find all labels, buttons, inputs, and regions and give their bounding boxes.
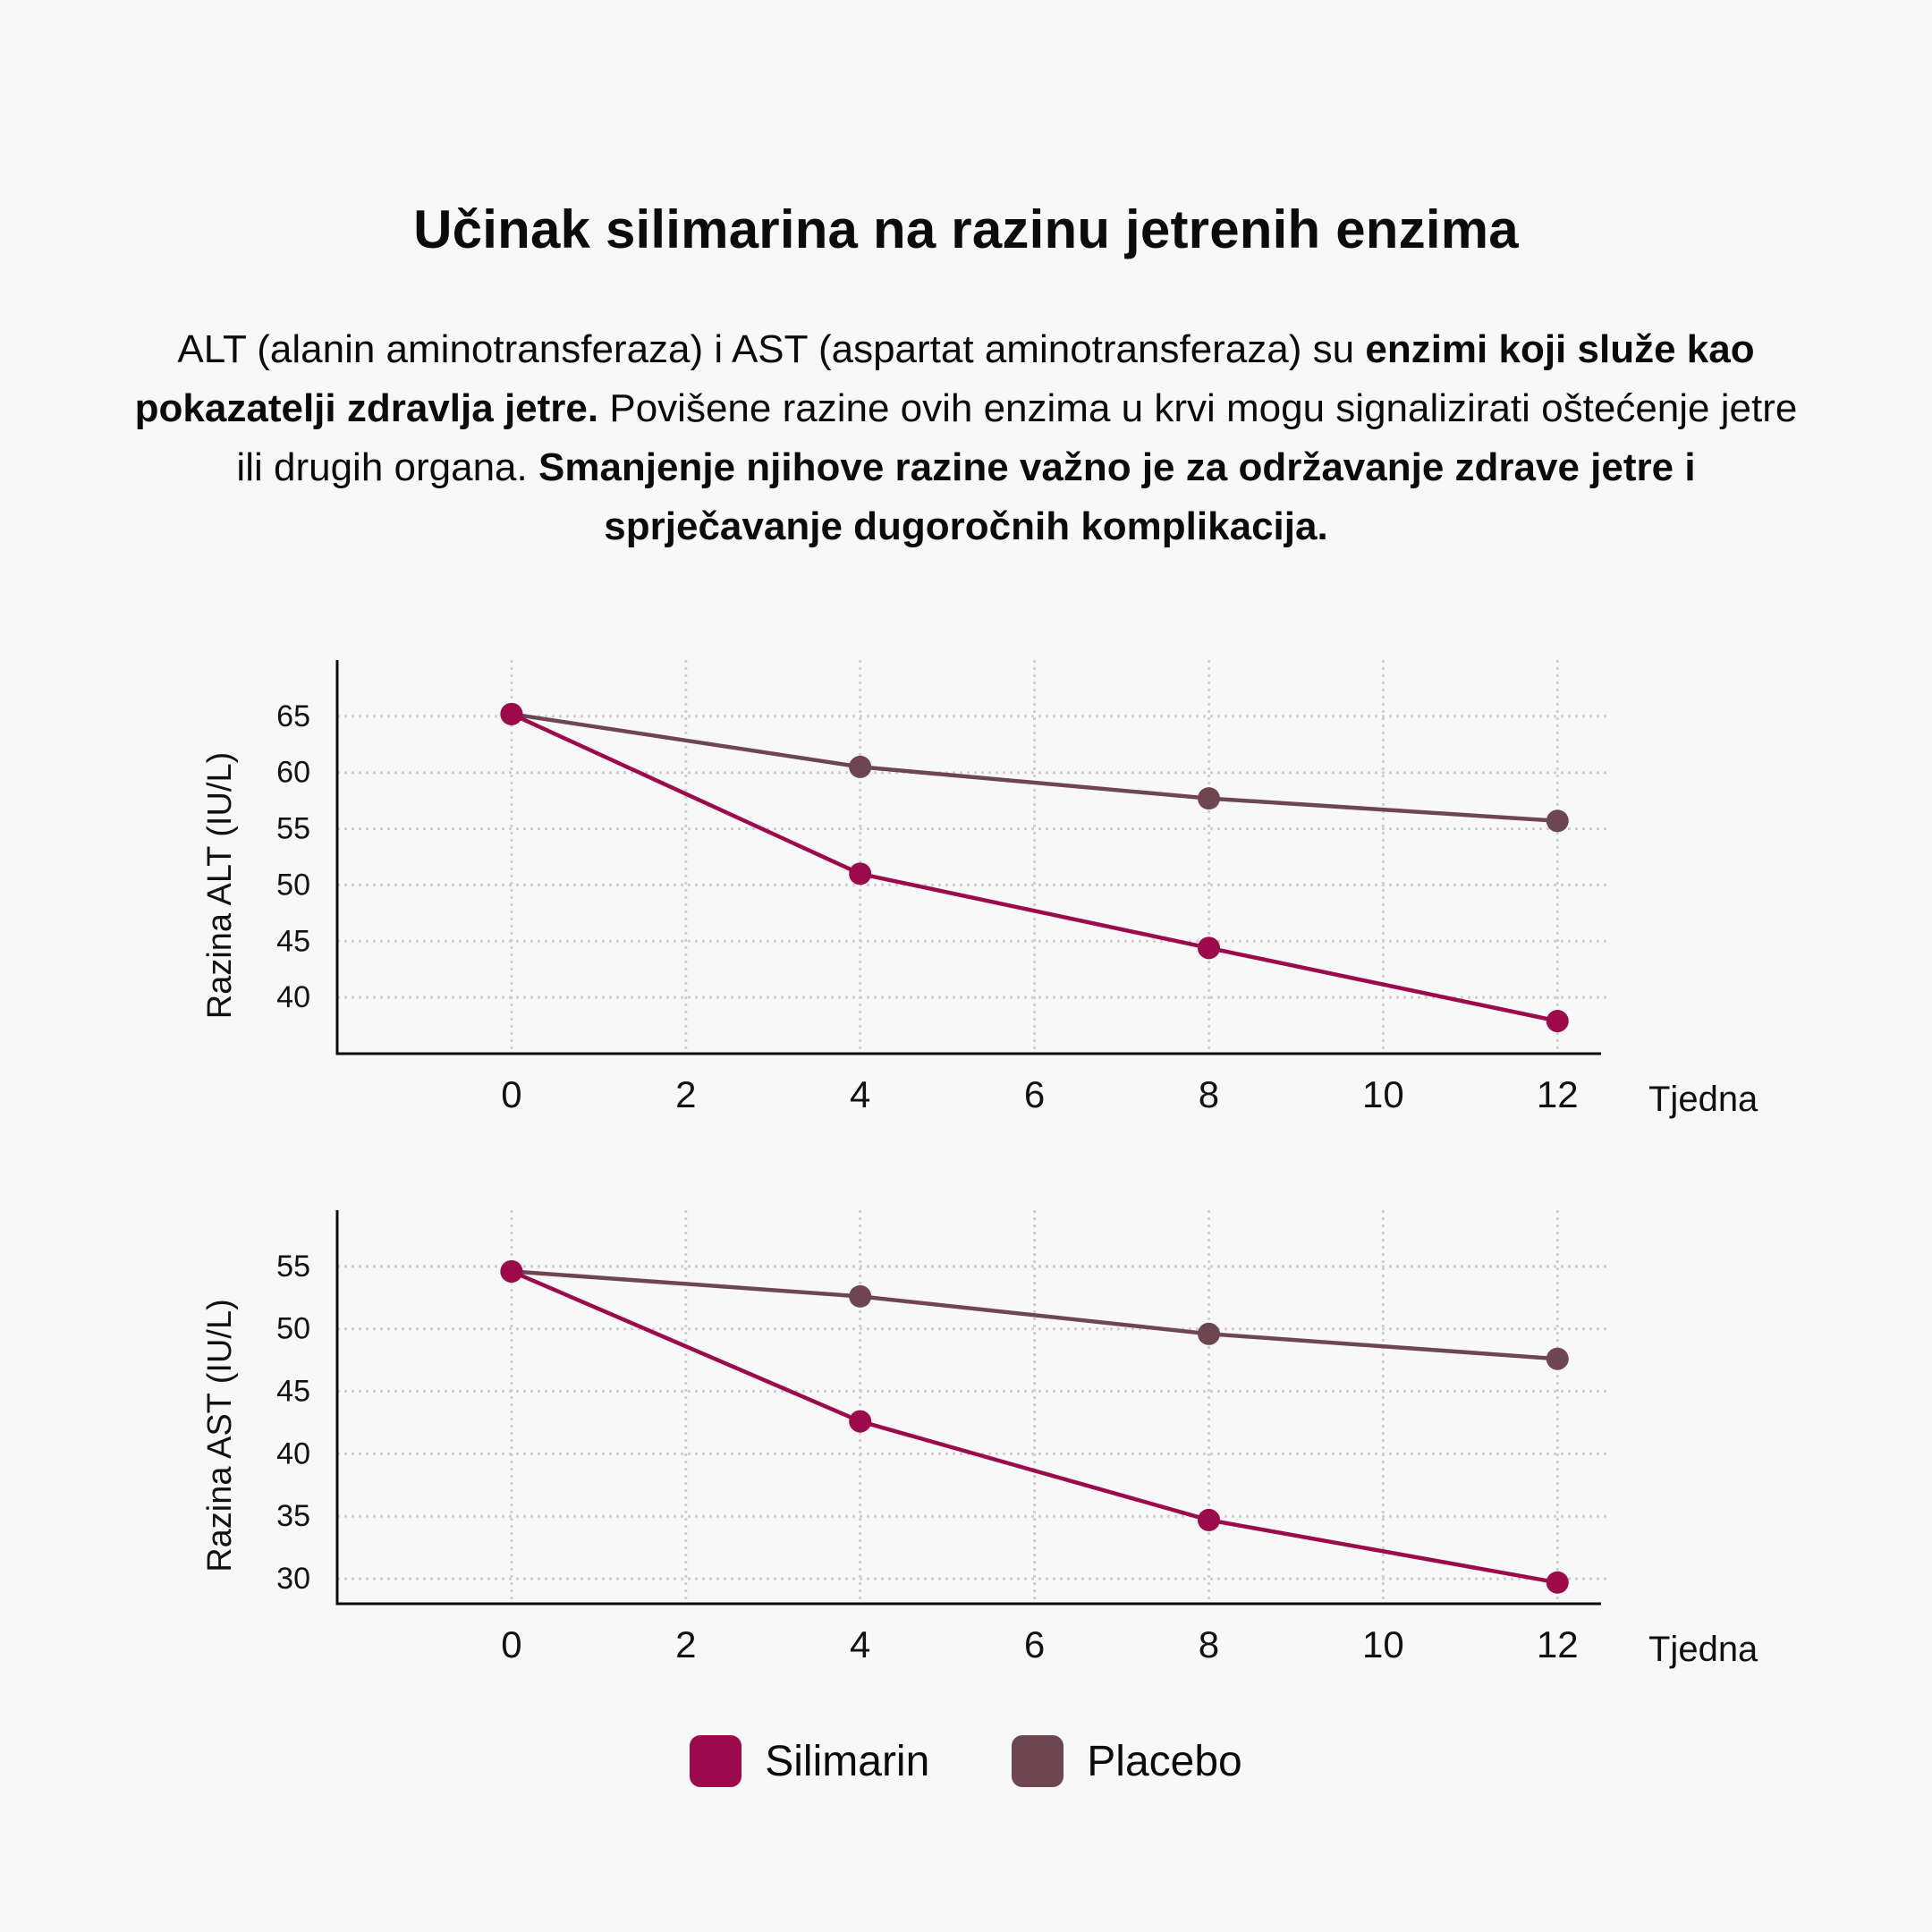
- alt-point-silimarin-week-0: [500, 702, 523, 725]
- ast-xtick-label: 6: [1024, 1623, 1045, 1665]
- page-title: Učinak silimarina na razinu jetrenih enz…: [413, 199, 1519, 259]
- intro-bold-part-1: enzimi koji služe kao pokazatelji zdravl…: [134, 327, 1755, 430]
- alt-ytick-label: 50: [276, 868, 310, 902]
- ast-ytick-label: 50: [276, 1312, 310, 1346]
- alt-xtick-label: 0: [501, 1073, 521, 1115]
- alt-x-axis-label: Tjedna: [1648, 1080, 1758, 1119]
- alt-xtick-label: 6: [1024, 1073, 1045, 1115]
- ast-point-placebo-week-12: [1546, 1347, 1569, 1370]
- alt-xtick-label: 2: [675, 1073, 696, 1115]
- legend-item-silimarin: Silimarin: [690, 1735, 929, 1787]
- alt-xtick-label: 8: [1199, 1073, 1219, 1115]
- ast-point-placebo-week-8: [1197, 1322, 1220, 1345]
- alt-line-silimarin: [510, 712, 1558, 1023]
- alt-ytick-label: 55: [276, 812, 310, 846]
- alt-point-silimarin-week-4: [849, 862, 872, 886]
- alt-ytick-label: 60: [276, 756, 310, 790]
- alt-chart: 40 45 50 55 60 65 0 2 4 6 8 10 12 Tjedna Razina ALT (I…: [201, 660, 1758, 1119]
- intro-text-part-2: Povišene razine ovih enzima u krvi mogu …: [236, 386, 1798, 489]
- legend-label-silimarin: Silimarin: [765, 1737, 930, 1785]
- alt-xtick-label: 10: [1362, 1073, 1404, 1115]
- alt-point-placebo-week-8: [1197, 787, 1220, 810]
- ast-xtick-label: 8: [1199, 1623, 1219, 1665]
- ast-xtick-label: 10: [1362, 1623, 1404, 1665]
- alt-point-silimarin-week-12: [1546, 1010, 1569, 1033]
- alt-ytick-label: 45: [276, 924, 310, 958]
- ast-ytick-label: 45: [276, 1375, 310, 1409]
- intro-text: ALT (alanin aminotransferaza) i AST (asp…: [116, 320, 1816, 556]
- ast-point-silimarin-week-12: [1546, 1571, 1569, 1594]
- intro-text-part-1: ALT (alanin aminotransferaza) i AST (asp…: [177, 327, 1366, 371]
- legend-item-placebo: Placebo: [1012, 1735, 1242, 1787]
- ast-ytick-label: 40: [276, 1436, 310, 1470]
- alt-ytick-label: 40: [276, 980, 310, 1014]
- ast-xtick-label: 12: [1537, 1623, 1579, 1665]
- legend-swatch-placebo: [1012, 1735, 1064, 1787]
- ast-point-silimarin-week-8: [1197, 1508, 1220, 1531]
- ast-line-silimarin: [511, 1269, 1558, 1585]
- alt-point-placebo-week-4: [849, 755, 872, 778]
- alt-xtick-label: 12: [1537, 1073, 1579, 1115]
- alt-xtick-label: 4: [850, 1073, 870, 1115]
- ast-point-placebo-week-4: [849, 1284, 872, 1308]
- ast-ytick-label: 35: [276, 1499, 310, 1533]
- ast-point-silimarin-week-4: [849, 1410, 872, 1433]
- alt-line-placebo: [511, 712, 1558, 824]
- intro-bold-part-2: Smanjenje njihove razine važno je za odr…: [538, 445, 1696, 548]
- ast-y-axis-label: Razina AST (IU/L): [201, 1299, 239, 1572]
- ast-xtick-label: 0: [501, 1623, 521, 1665]
- legend-swatch-silimarin: [690, 1735, 742, 1787]
- ast-ytick-label: 30: [276, 1562, 310, 1596]
- alt-ytick-label: 65: [276, 699, 310, 733]
- legend: Silimarin Placebo: [0, 1735, 1932, 1787]
- alt-y-axis-label: Razina ALT (IU/L): [201, 752, 239, 1020]
- ast-xtick-label: 2: [675, 1623, 696, 1665]
- ast-chart: 30 35 40 45 50 55 0 2 4 6 8 10 12 Tjedna Razina AST (I…: [201, 1210, 1758, 1669]
- alt-point-placebo-week-12: [1546, 809, 1569, 833]
- ast-ytick-label: 55: [276, 1250, 310, 1284]
- ast-xtick-label: 4: [850, 1623, 870, 1665]
- ast-line-placebo: [511, 1269, 1558, 1361]
- legend-label-placebo: Placebo: [1087, 1737, 1242, 1785]
- ast-point-silimarin-week-0: [500, 1259, 523, 1283]
- ast-x-axis-label: Tjedna: [1648, 1630, 1758, 1669]
- alt-point-silimarin-week-8: [1197, 936, 1220, 960]
